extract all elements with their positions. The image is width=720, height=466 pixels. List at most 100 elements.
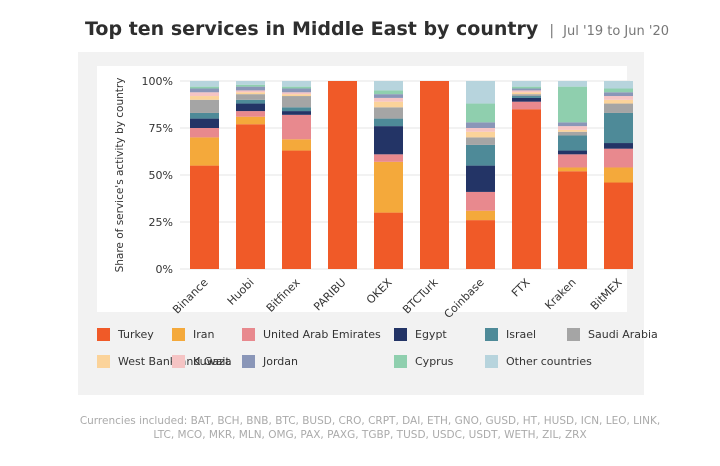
x-tick-label: Kraken	[542, 276, 578, 312]
bar-segment-bitfinex-other-countries	[282, 81, 311, 87]
bar-segment-bitfinex-kuwait	[282, 92, 311, 95]
bar-segment-bitmex-west-bank-and-gaza	[604, 99, 633, 104]
x-tick-label: PARIBU	[311, 276, 348, 313]
bar-segment-huobi-other-countries	[236, 81, 265, 85]
bar-segment-okex-west-bank-and-gaza	[374, 101, 403, 108]
x-tick-label: Bitfinex	[264, 276, 303, 315]
bar-segment-ftx-other-countries	[512, 81, 541, 87]
bar-segment-okex-egypt	[374, 126, 403, 155]
bar-segment-ftx-united-arab-emirates	[512, 101, 541, 110]
bar-segment-ftx-kuwait	[512, 90, 541, 93]
bar-segment-kraken-kuwait	[558, 126, 587, 130]
chart-subtitle: Jul '19 to Jun '20	[563, 24, 669, 39]
bar-segment-bitmex-kuwait	[604, 96, 633, 100]
legend-item-jordan: Jordan	[242, 355, 298, 368]
bar-segment-bitmex-egypt	[604, 143, 633, 149]
legend-item-iran: Iran	[172, 328, 214, 341]
legend-label: Kuwait	[193, 355, 230, 368]
bar-segment-okex-cyprus	[374, 90, 403, 95]
bar-segment-binance-united-arab-emirates	[190, 128, 219, 138]
x-tick-label: BTCTurk	[400, 275, 441, 316]
bar-segment-bitmex-cyprus	[604, 88, 633, 93]
bar-segment-kraken-west-bank-and-gaza	[558, 129, 587, 132]
bar-segment-bitfinex-israel	[282, 107, 311, 112]
bar-segment-binance-turkey	[190, 165, 219, 269]
bar-segment-kraken-saudi-arabia	[558, 131, 587, 136]
bar-segment-kraken-other-countries	[558, 81, 587, 87]
currencies-footnote: Currencies included: BAT, BCH, BNB, BTC,…	[70, 414, 670, 442]
bar-segment-coinbase-united-arab-emirates	[466, 191, 495, 211]
bar-segment-kraken-iran	[558, 167, 587, 172]
bar-segment-kraken-cyprus	[558, 86, 587, 123]
bar-segment-kraken-united-arab-emirates	[558, 154, 587, 168]
bar-segment-binance-cyprus	[190, 86, 219, 89]
bar-segment-bitmex-jordan	[604, 92, 633, 97]
legend-item-saudi-arabia: Saudi Arabia	[567, 328, 658, 341]
bar-segment-okex-turkey	[374, 212, 403, 269]
footnote-line-2: LTC, MCO, MKR, MLN, OMG, PAX, PAXG, TGBP…	[153, 429, 587, 441]
legend-swatch	[485, 328, 498, 341]
bar-segment-bitfinex-cyprus	[282, 86, 311, 89]
bar-segment-huobi-kuwait	[236, 90, 265, 93]
bar-segment-coinbase-kuwait	[466, 128, 495, 132]
bar-segment-coinbase-egypt	[466, 165, 495, 192]
legend-item-cyprus: Cyprus	[394, 355, 453, 368]
bar-segment-huobi-west-bank-and-gaza	[236, 92, 265, 95]
bar-segment-coinbase-cyprus	[466, 103, 495, 123]
bar-segment-binance-other-countries	[190, 81, 219, 87]
legend-label: Egypt	[415, 328, 447, 341]
bar-segment-bitfinex-west-bank-and-gaza	[282, 94, 311, 97]
x-tick-label: FTX	[509, 276, 533, 300]
legend-swatch	[97, 355, 110, 368]
bar-segment-coinbase-israel	[466, 144, 495, 166]
bar-segment-binance-saudi-arabia	[190, 99, 219, 113]
legend-label: United Arab Emirates	[263, 328, 381, 341]
bar-segment-ftx-jordan	[512, 88, 541, 91]
bar-segment-kraken-israel	[558, 135, 587, 151]
legend-swatch	[97, 328, 110, 341]
bar-segment-ftx-egypt	[512, 97, 541, 102]
bar-segment-binance-jordan	[190, 88, 219, 93]
bar-segment-coinbase-saudi-arabia	[466, 137, 495, 145]
legend-swatch	[567, 328, 580, 341]
bar-segment-coinbase-turkey	[466, 220, 495, 269]
legend-swatch	[394, 328, 407, 341]
bar-segment-binance-kuwait	[190, 92, 219, 97]
legend-label: Saudi Arabia	[588, 328, 658, 341]
bar-segment-okex-other-countries	[374, 81, 403, 91]
bar-segment-huobi-iran	[236, 116, 265, 125]
bar-segment-bitfinex-turkey	[282, 150, 311, 269]
legend-item-united-arab-emirates: United Arab Emirates	[242, 328, 381, 341]
legend-item-egypt: Egypt	[394, 328, 447, 341]
bar-segment-coinbase-jordan	[466, 122, 495, 128]
bar-segment-bitfinex-egypt	[282, 111, 311, 115]
legend-item-kuwait: Kuwait	[172, 355, 230, 368]
legend-swatch	[172, 355, 185, 368]
legend-label: Iran	[193, 328, 215, 341]
legend-swatch	[485, 355, 498, 368]
legend-swatch	[242, 355, 255, 368]
legend-item-israel: Israel	[485, 328, 536, 341]
bar-segment-bitfinex-jordan	[282, 88, 311, 93]
bar-segment-bitmex-united-arab-emirates	[604, 148, 633, 168]
bar-segment-ftx-israel	[512, 96, 541, 98]
bar-segment-huobi-united-arab-emirates	[236, 111, 265, 117]
bar-segment-bitmex-other-countries	[604, 81, 633, 89]
bar-segment-kraken-egypt	[558, 150, 587, 155]
bar-segment-okex-saudi-arabia	[374, 107, 403, 119]
bar-segment-kraken-turkey	[558, 171, 587, 269]
bar-segment-bitmex-israel	[604, 112, 633, 144]
bar-segment-bitfinex-saudi-arabia	[282, 96, 311, 108]
x-tick-label: Coinbase	[442, 276, 487, 321]
bar-segment-ftx-saudi-arabia	[512, 94, 541, 97]
bar-segment-huobi-israel	[236, 99, 265, 104]
bar-segment-ftx-turkey	[512, 109, 541, 269]
bar-segment-huobi-jordan	[236, 86, 265, 91]
bar-segment-bitfinex-iran	[282, 139, 311, 151]
legend-label: Jordan	[263, 355, 298, 368]
bar-segment-okex-united-arab-emirates	[374, 154, 403, 162]
bar-segment-huobi-egypt	[236, 103, 265, 112]
y-tick-label: 25%	[149, 216, 173, 229]
bar-segment-coinbase-west-bank-and-gaza	[466, 131, 495, 138]
